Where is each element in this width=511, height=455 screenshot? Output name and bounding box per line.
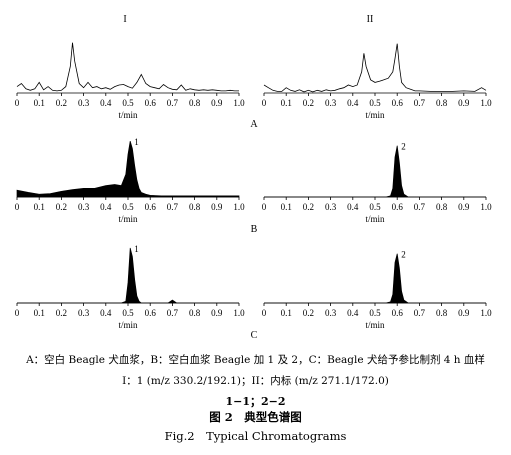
x-tick-label-c-i: 0.8 — [189, 308, 201, 318]
x-tick-label-b-i: 0.8 — [189, 202, 201, 212]
caption-peaks-line: 1−1；2−2 — [225, 395, 286, 408]
x-tick-label-a-i: 0.7 — [167, 98, 179, 108]
trace-c-ii — [264, 253, 486, 304]
x-axis-label-b-i: t/min — [118, 214, 138, 224]
x-axis-label-a-ii: t/min — [365, 110, 385, 120]
x-tick-label-b-i: 0.5 — [122, 202, 134, 212]
caption-channels-line: I：1 (m/z 330.2/192.1)；II：内标 (m/z 271.1/1… — [122, 375, 389, 387]
panel-label-roman-left: I — [123, 14, 126, 25]
x-tick-label-a-ii: 1.0 — [480, 98, 492, 108]
peak-label-b-i: 1 — [134, 137, 139, 147]
x-tick-label-b-ii: 0.7 — [414, 202, 426, 212]
x-tick-label-a-ii: 0.1 — [281, 98, 292, 108]
x-tick-label-c-i: 0 — [15, 308, 20, 318]
caption-title-cn: 图 2 典型色谱图 — [209, 410, 302, 424]
x-tick-label-b-ii: 0.3 — [325, 202, 337, 212]
x-tick-label-b-ii: 0.4 — [347, 202, 359, 212]
x-tick-label-a-ii: 0.2 — [303, 98, 314, 108]
x-tick-label-b-ii: 0.8 — [436, 202, 448, 212]
x-tick-label-b-ii: 0.2 — [303, 202, 314, 212]
x-tick-label-b-ii: 0 — [262, 202, 267, 212]
x-axis-label-c-i: t/min — [118, 320, 138, 330]
x-tick-label-b-i: 1.0 — [233, 202, 245, 212]
x-tick-label-a-i: 0 — [15, 98, 20, 108]
x-tick-label-a-i: 0.3 — [78, 98, 90, 108]
x-tick-label-b-i: 0.4 — [100, 202, 112, 212]
x-axis-label-c-ii: t/min — [365, 320, 385, 330]
panel-label-roman-right: II — [367, 14, 374, 25]
x-tick-label-c-i: 0.6 — [145, 308, 157, 318]
x-tick-label-a-i: 0.1 — [34, 98, 45, 108]
x-tick-label-b-i: 0.1 — [34, 202, 45, 212]
x-axis-label-a-i: t/min — [118, 110, 138, 120]
x-tick-label-b-ii: 0.5 — [369, 202, 381, 212]
x-tick-label-c-i: 0.7 — [167, 308, 179, 318]
x-tick-label-c-i: 0.9 — [211, 308, 223, 318]
x-tick-label-b-ii: 0.9 — [458, 202, 470, 212]
x-tick-label-c-ii: 0.6 — [392, 308, 404, 318]
caption-title-en: Fig.2 Typical Chromatograms — [164, 429, 347, 443]
x-tick-label-a-i: 1.0 — [233, 98, 245, 108]
trace-b-ii — [264, 145, 486, 198]
x-axis-label-b-ii: t/min — [365, 214, 385, 224]
peak-label-c-ii: 2 — [401, 250, 406, 260]
row-label-b: B — [251, 224, 258, 235]
x-tick-label-c-i: 0.5 — [122, 308, 134, 318]
row-label-a: A — [250, 119, 258, 130]
x-tick-label-a-ii: 0.6 — [392, 98, 404, 108]
trace-c-i — [17, 247, 239, 304]
peak-label-c-i: 1 — [134, 244, 139, 254]
x-tick-label-b-i: 0.2 — [56, 202, 67, 212]
x-tick-label-c-ii: 0.2 — [303, 308, 314, 318]
trace-b-i — [16, 141, 240, 198]
x-tick-label-b-i: 0.3 — [78, 202, 90, 212]
x-tick-label-a-ii: 0.9 — [458, 98, 470, 108]
x-tick-label-c-ii: 0.9 — [458, 308, 470, 318]
x-tick-label-a-i: 0.9 — [211, 98, 223, 108]
x-tick-label-a-ii: 0.4 — [347, 98, 359, 108]
x-tick-label-c-ii: 0.3 — [325, 308, 337, 318]
x-tick-label-c-ii: 0.8 — [436, 308, 448, 318]
x-tick-label-a-i: 0.4 — [100, 98, 112, 108]
x-tick-label-c-i: 0.4 — [100, 308, 112, 318]
x-tick-label-c-i: 0.2 — [56, 308, 67, 318]
x-tick-label-b-i: 0 — [15, 202, 20, 212]
x-tick-label-b-ii: 0.6 — [392, 202, 404, 212]
x-tick-label-a-ii: 0 — [262, 98, 267, 108]
x-tick-label-a-i: 0.6 — [145, 98, 157, 108]
x-tick-label-c-ii: 0.4 — [347, 308, 359, 318]
x-tick-label-b-i: 0.9 — [211, 202, 223, 212]
caption-legend-line: A：空白 Beagle 犬血浆，B：空白血浆 Beagle 加 1 及 2，C：… — [26, 354, 485, 366]
x-tick-label-b-i: 0.7 — [167, 202, 179, 212]
x-tick-label-a-ii: 0.3 — [325, 98, 337, 108]
x-tick-label-c-ii: 0.5 — [369, 308, 381, 318]
x-tick-label-a-ii: 0.8 — [436, 98, 448, 108]
x-tick-label-b-ii: 0.1 — [281, 202, 292, 212]
x-tick-label-a-i: 0.2 — [56, 98, 67, 108]
trace-a-ii — [263, 43, 487, 93]
row-label-c: C — [251, 330, 258, 341]
x-tick-label-b-i: 0.6 — [145, 202, 157, 212]
x-tick-label-c-i: 0.1 — [34, 308, 45, 318]
x-tick-label-a-i: 0.5 — [122, 98, 134, 108]
x-tick-label-b-ii: 1.0 — [480, 202, 492, 212]
peak-label-b-ii: 2 — [401, 142, 406, 152]
x-tick-label-c-ii: 0.7 — [414, 308, 426, 318]
x-tick-label-a-ii: 0.7 — [414, 98, 426, 108]
x-tick-label-c-ii: 1.0 — [480, 308, 492, 318]
x-tick-label-c-i: 1.0 — [233, 308, 245, 318]
x-tick-label-c-ii: 0.1 — [281, 308, 292, 318]
x-tick-label-a-i: 0.8 — [189, 98, 201, 108]
x-tick-label-c-ii: 0 — [262, 308, 267, 318]
trace-a-i — [16, 42, 239, 92]
x-tick-label-c-i: 0.3 — [78, 308, 90, 318]
x-tick-label-a-ii: 0.5 — [369, 98, 381, 108]
